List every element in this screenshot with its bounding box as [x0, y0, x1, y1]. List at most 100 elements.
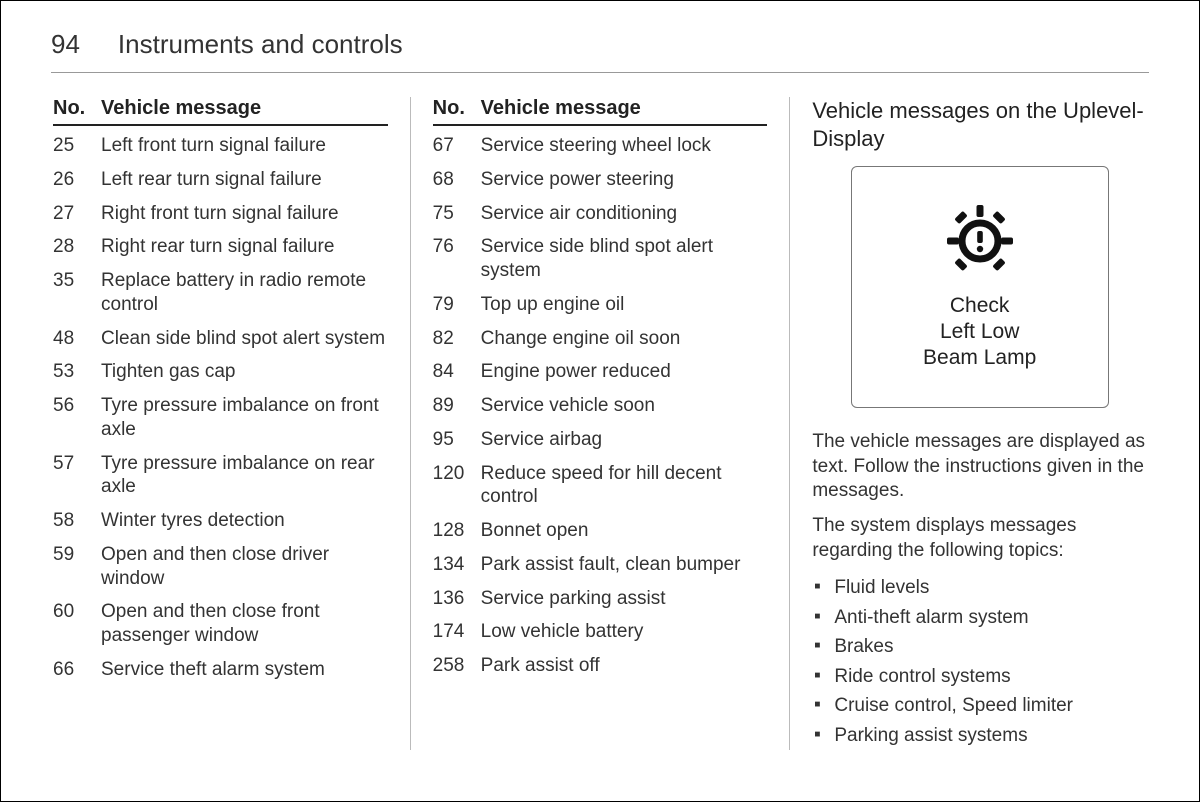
table-row: 82Change engine oil soon: [433, 327, 768, 351]
table-row: 56Tyre pressure imbalance on front axle: [53, 394, 388, 442]
table-row: 84Engine power reduced: [433, 360, 768, 384]
row-message: Tighten gas cap: [101, 360, 388, 384]
table-row: 53Tighten gas cap: [53, 360, 388, 384]
row-number: 134: [433, 553, 481, 577]
table-row: 57Tyre pressure imbalance on rear axle: [53, 452, 388, 500]
row-message: Tyre pressure imbalance on front axle: [101, 394, 388, 442]
row-message: Bonnet open: [481, 519, 768, 543]
table-header-no: No.: [433, 97, 481, 120]
table-header-no: No.: [53, 97, 101, 120]
table-row: 120Reduce speed for hill decent control: [433, 462, 768, 510]
table-header-msg: Vehicle message: [481, 97, 641, 120]
row-number: 75: [433, 202, 481, 226]
paragraph: The system displays messages regarding t…: [812, 514, 1147, 563]
table-row: 26Left rear turn signal failure: [53, 168, 388, 192]
row-message: Tyre pressure imbalance on rear axle: [101, 452, 388, 500]
table-row: 89Service vehicle soon: [433, 394, 768, 418]
row-message: Service theft alarm system: [101, 658, 388, 682]
display-line: Left Low: [923, 319, 1036, 345]
table-row: 136Service parking assist: [433, 587, 768, 611]
row-number: 79: [433, 293, 481, 317]
table-row: 48Clean side blind spot alert system: [53, 327, 388, 351]
row-message: Left front turn signal failure: [101, 134, 388, 158]
paragraph: The vehicle messages are displayed as te…: [812, 430, 1147, 504]
row-message: Top up engine oil: [481, 293, 768, 317]
row-number: 27: [53, 202, 101, 226]
list-item: Cruise control, Speed limiter: [812, 691, 1147, 720]
column-1: No. Vehicle message 25Left front turn si…: [51, 97, 410, 750]
column-2: No. Vehicle message 67Service steering w…: [410, 97, 790, 750]
row-message: Park assist off: [481, 654, 768, 678]
column-3: Vehicle messages on the Uplevel-Display: [789, 97, 1149, 750]
row-number: 56: [53, 394, 101, 442]
row-number: 57: [53, 452, 101, 500]
row-message: Right front turn signal failure: [101, 202, 388, 226]
row-message: Service steering wheel lock: [481, 134, 768, 158]
table-row: 258Park assist off: [433, 654, 768, 678]
row-message: Reduce speed for hill decent control: [481, 462, 768, 510]
row-message: Service parking assist: [481, 587, 768, 611]
row-message: Engine power reduced: [481, 360, 768, 384]
row-message: Service power steering: [481, 168, 768, 192]
list-item: Brakes: [812, 632, 1147, 661]
list-item: Fluid levels: [812, 573, 1147, 602]
list-item: Parking assist systems: [812, 721, 1147, 750]
row-number: 58: [53, 509, 101, 533]
table-rows: 25Left front turn signal failure 26Left r…: [53, 134, 388, 682]
row-number: 67: [433, 134, 481, 158]
row-number: 66: [53, 658, 101, 682]
row-message: Winter tyres detection: [101, 509, 388, 533]
row-number: 174: [433, 620, 481, 644]
row-number: 26: [53, 168, 101, 192]
table-row: 75Service air conditioning: [433, 202, 768, 226]
row-message: Right rear turn signal failure: [101, 235, 388, 259]
table-header: No. Vehicle message: [53, 97, 388, 126]
row-message: Change engine oil soon: [481, 327, 768, 351]
table-row: 58Winter tyres detection: [53, 509, 388, 533]
table-row: 95Service airbag: [433, 428, 768, 452]
display-line: Beam Lamp: [923, 345, 1036, 371]
table-row: 128Bonnet open: [433, 519, 768, 543]
row-message: Service vehicle soon: [481, 394, 768, 418]
row-number: 82: [433, 327, 481, 351]
list-item: Ride control systems: [812, 662, 1147, 691]
table-row: 76Service side blind spot alert system: [433, 235, 768, 283]
uplevel-display: Check Left Low Beam Lamp: [851, 166, 1109, 408]
row-message: Open and then close driver window: [101, 543, 388, 591]
content-columns: No. Vehicle message 25Left front turn si…: [51, 97, 1149, 750]
table-header: No. Vehicle message: [433, 97, 768, 126]
row-message: Service side blind spot alert system: [481, 235, 768, 283]
list-item: Anti-theft alarm system: [812, 603, 1147, 632]
row-number: 25: [53, 134, 101, 158]
table-row: 25Left front turn signal failure: [53, 134, 388, 158]
table-row: 35Replace battery in radio remote contro…: [53, 269, 388, 317]
row-number: 28: [53, 235, 101, 259]
table-header-msg: Vehicle message: [101, 97, 261, 120]
table-row: 134Park assist fault, clean bumper: [433, 553, 768, 577]
table-rows: 67Service steering wheel lock68Service p…: [433, 134, 768, 678]
chapter-title: Instruments and controls: [118, 29, 403, 60]
row-number: 59: [53, 543, 101, 591]
table-row: 60Open and then close front passenger wi…: [53, 600, 388, 648]
table-row: 28Right rear turn signal failure: [53, 235, 388, 259]
row-message: Replace battery in radio remote control: [101, 269, 388, 317]
display-text: Check Left Low Beam Lamp: [923, 293, 1036, 372]
row-number: 53: [53, 360, 101, 384]
row-number: 68: [433, 168, 481, 192]
row-number: 89: [433, 394, 481, 418]
row-number: 76: [433, 235, 481, 283]
row-message: Open and then close front passenger wind…: [101, 600, 388, 648]
row-number: 84: [433, 360, 481, 384]
table-row: 68Service power steering: [433, 168, 768, 192]
topic-list: Fluid levelsAnti-theft alarm systemBrake…: [812, 573, 1147, 750]
row-message: Park assist fault, clean bumper: [481, 553, 768, 577]
row-number: 35: [53, 269, 101, 317]
row-message: Service airbag: [481, 428, 768, 452]
table-row: 67Service steering wheel lock: [433, 134, 768, 158]
table-row: 66Service theft alarm system: [53, 658, 388, 682]
row-number: 95: [433, 428, 481, 452]
display-line: Check: [923, 293, 1036, 319]
row-number: 128: [433, 519, 481, 543]
row-message: Service air conditioning: [481, 202, 768, 226]
row-number: 258: [433, 654, 481, 678]
